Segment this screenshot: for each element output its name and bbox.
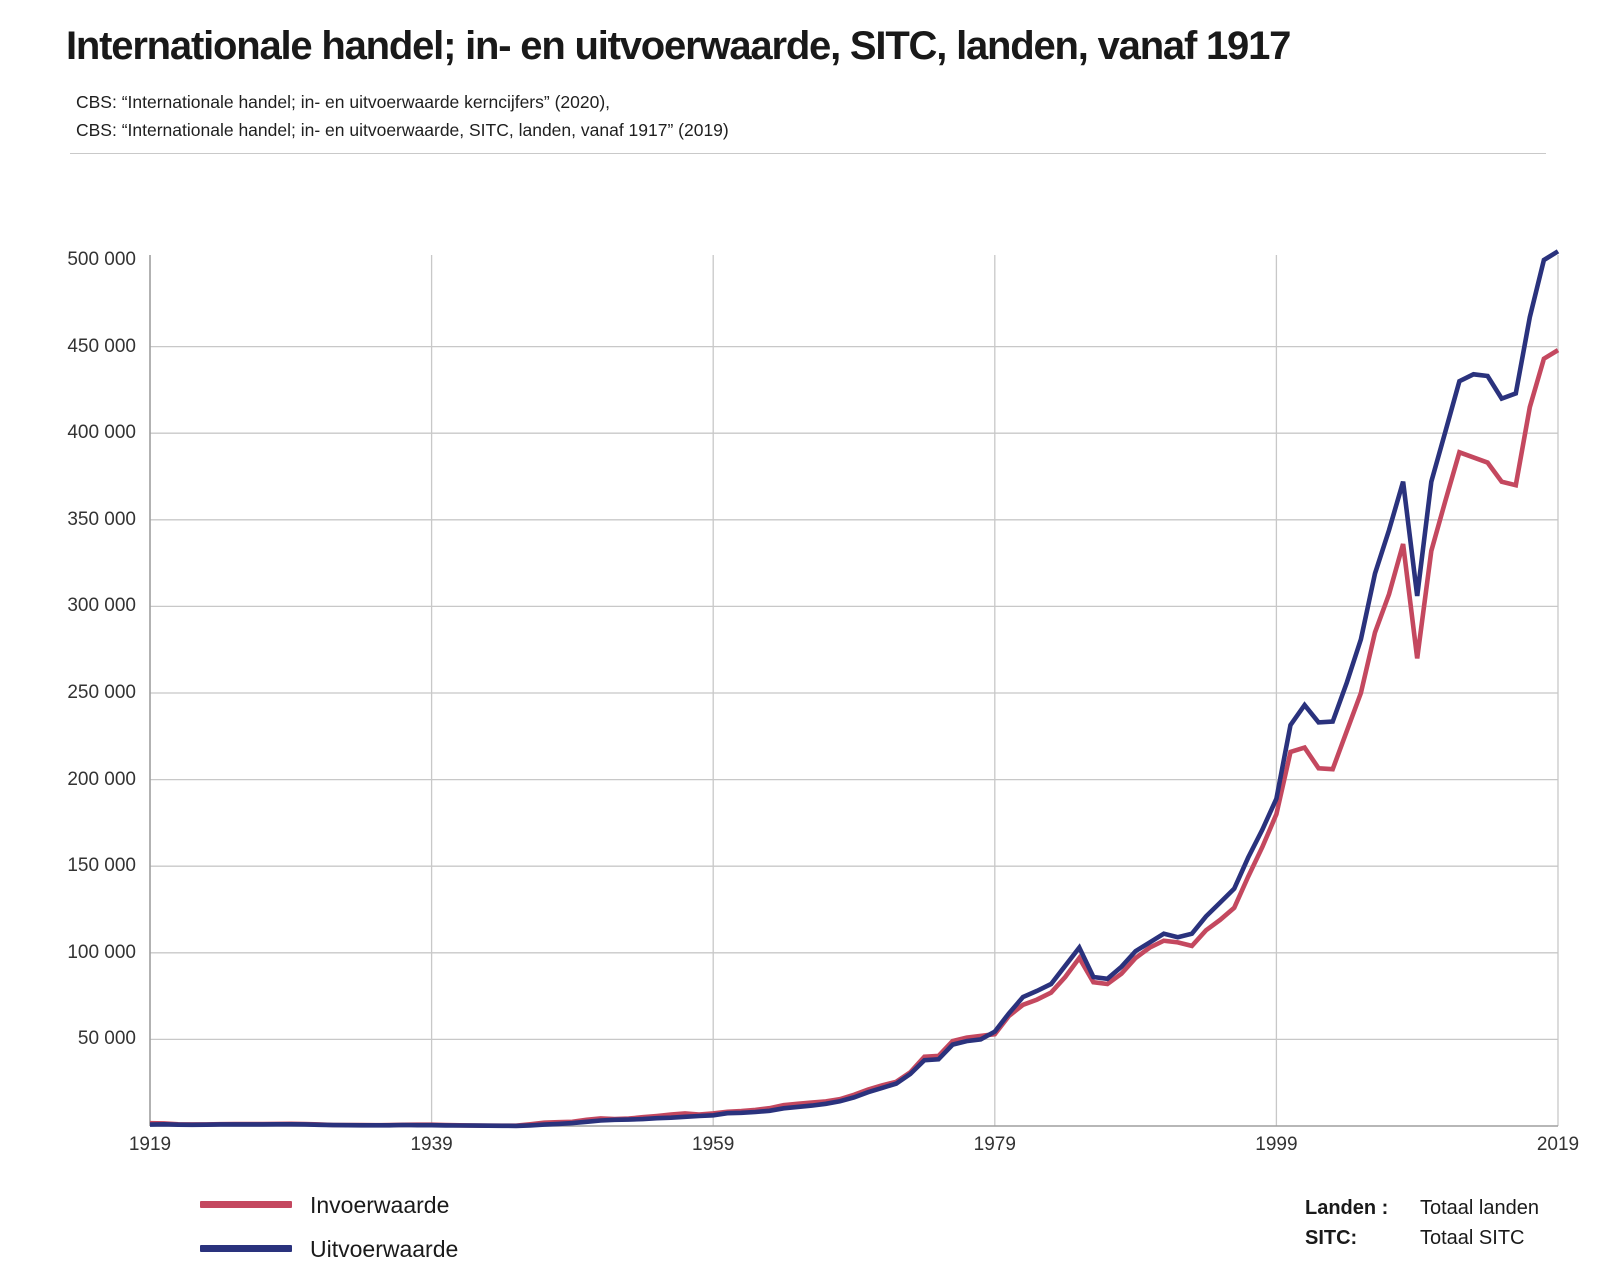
x-axis-tick-label: 1939 — [410, 1134, 453, 1155]
y-axis-tick-label: 300 000 — [67, 595, 136, 617]
landen-label: Landen : — [1305, 1197, 1389, 1219]
source-line-1: CBS: “Internationale handel; in- en uitv… — [76, 92, 611, 112]
x-axis-tick-label: 1999 — [1255, 1134, 1298, 1155]
chart-metadata: Landen : Totaal landen SITC: Totaal SITC — [1305, 1193, 1539, 1253]
header-separator — [70, 153, 1546, 154]
sitc-label: SITC: — [1305, 1227, 1358, 1249]
legend-label-invoerwaarde: Invoerwaarde — [310, 1192, 450, 1218]
uitvoerwaarde-line-swatch — [200, 1245, 292, 1252]
source-references: CBS: “Internationale handel; in- en uitv… — [76, 88, 729, 144]
x-axis-tick-label: 2019 — [1536, 1134, 1580, 1155]
y-axis-tick-label: 350 000 — [67, 508, 136, 530]
x-axis-tick-label: 1919 — [128, 1134, 172, 1155]
y-axis-tick-label: 50 000 — [77, 1028, 136, 1050]
y-axis-tick-label: 400 000 — [67, 422, 136, 444]
sitc-value: Totaal SITC — [1420, 1227, 1525, 1249]
page-title: Internationale handel; in- en uitvoerwaa… — [66, 24, 1291, 68]
source-line-2: CBS: “Internationale handel; in- en uitv… — [76, 120, 729, 140]
legend-label-uitvoerwaarde: Uitvoerwaarde — [310, 1236, 459, 1262]
metadata-row-landen: Landen : Totaal landen — [1305, 1193, 1539, 1223]
y-axis-tick-label: 100 000 — [67, 941, 136, 963]
y-axis-tick-label: 450 000 — [67, 335, 136, 357]
invoerwaarde-line-swatch — [200, 1201, 292, 1208]
metadata-row-sitc: SITC: Totaal SITC — [1305, 1223, 1539, 1253]
y-axis-tick-label: 250 000 — [67, 682, 136, 703]
y-axis-tick-label: 500 000 — [67, 249, 136, 270]
x-axis-tick-label: 1959 — [692, 1134, 735, 1155]
y-axis-tick-label: 200 000 — [67, 768, 136, 790]
x-axis-tick-label: 1979 — [973, 1134, 1016, 1155]
y-axis-tick-label: 150 000 — [67, 855, 136, 877]
landen-value: Totaal landen — [1420, 1197, 1539, 1219]
